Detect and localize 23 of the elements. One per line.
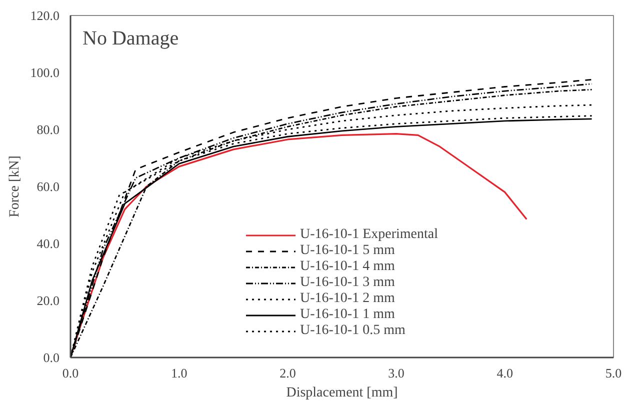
x-tick-label: 3.0 (388, 366, 404, 380)
x-tick-label: 1.0 (170, 366, 188, 380)
legend-label: U-16-10-1 5 mm (300, 243, 395, 259)
x-axis-title: Displacement [mm] (286, 386, 398, 400)
legend-label: U-16-10-1 3 mm (300, 275, 395, 291)
y-tick-label: 100.0 (30, 65, 60, 80)
legend-label: U-16-10-1 1 mm (300, 307, 395, 323)
x-tick-label: 4.0 (496, 366, 514, 380)
y-tick-label: 60.0 (36, 179, 60, 194)
legend-label: U-16-10-1 0.5 mm (300, 323, 406, 339)
y-axis-title: Force [kN] (7, 156, 22, 218)
legend-label: U-16-10-1 4 mm (300, 259, 395, 275)
legend-label: U-16-10-1 Experimental (300, 227, 438, 243)
y-tick-label: 20.0 (36, 293, 60, 308)
x-tick-label: 0.0 (62, 366, 79, 380)
x-tick-label: 5.0 (605, 366, 622, 380)
y-tick-label: 0.0 (43, 350, 60, 365)
y-tick-label: 40.0 (36, 236, 60, 251)
x-tick-label: 2.0 (280, 366, 296, 380)
y-tick-label: 120.0 (30, 8, 60, 23)
y-tick-label: 80.0 (36, 122, 60, 137)
annotation: No Damage (82, 28, 179, 50)
legend-label: U-16-10-1 2 mm (300, 291, 395, 307)
